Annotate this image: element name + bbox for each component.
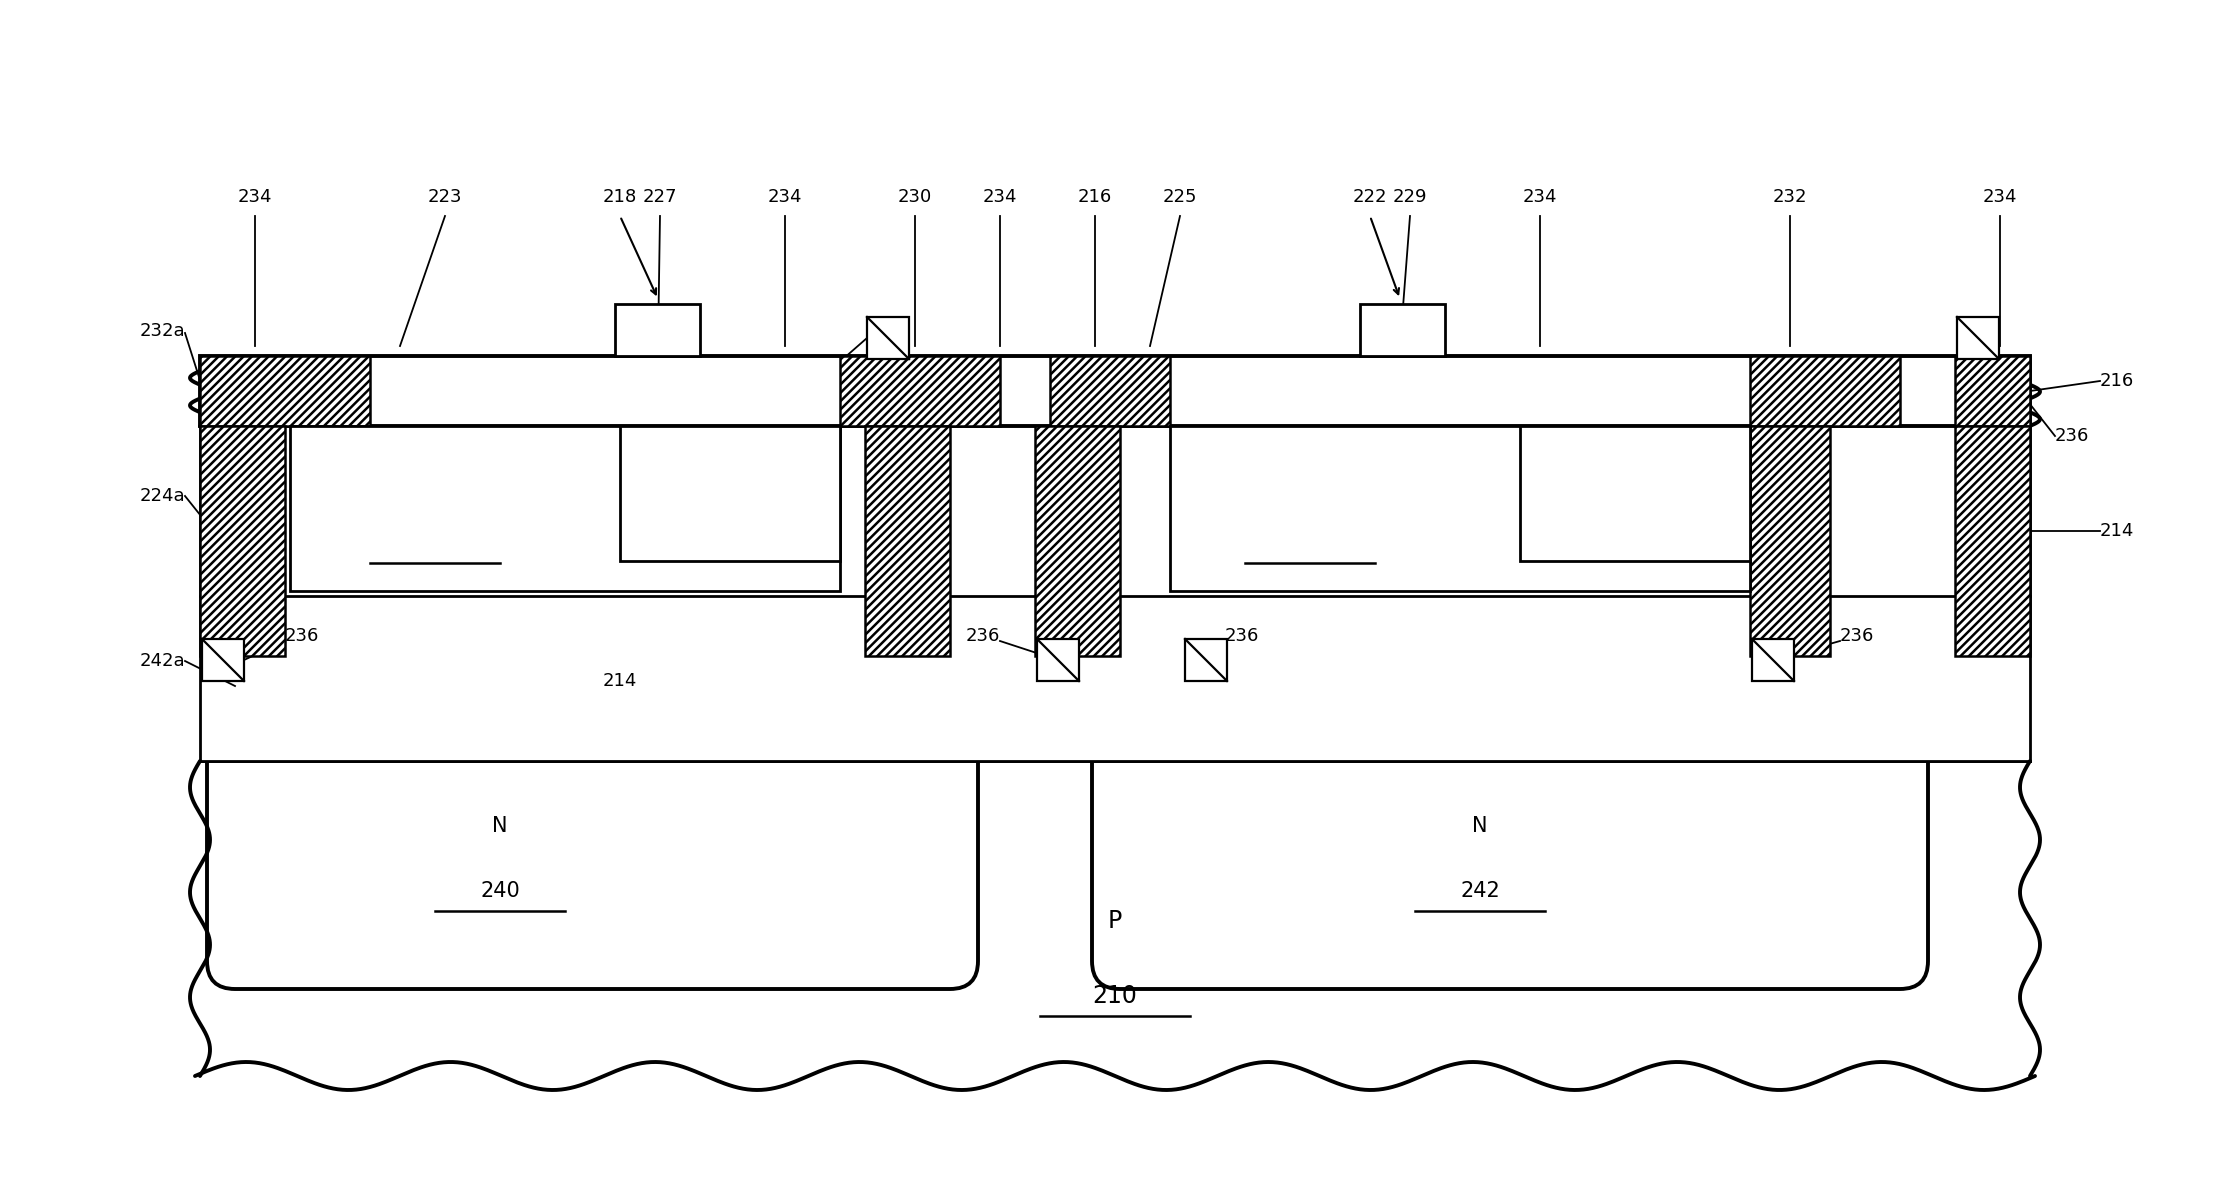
Text: 227: 227 <box>642 188 677 205</box>
Text: 234: 234 <box>983 188 1016 205</box>
Text: 214: 214 <box>2101 522 2134 540</box>
Text: 216: 216 <box>1078 188 1111 205</box>
Text: 234: 234 <box>237 188 272 205</box>
Bar <box>1359 304 1446 355</box>
Text: 232a: 232a <box>139 322 186 340</box>
Text: 236: 236 <box>1224 627 1260 645</box>
Text: N: N <box>492 816 507 836</box>
Text: 222: 222 <box>1353 188 1388 205</box>
Bar <box>1034 426 1120 655</box>
Bar <box>199 426 2030 761</box>
Bar <box>290 426 839 590</box>
Text: 226: 226 <box>669 389 702 406</box>
Text: 230: 230 <box>899 188 932 205</box>
Text: 223: 223 <box>427 188 463 205</box>
Text: 228: 228 <box>1539 389 1572 406</box>
Text: 232: 232 <box>1773 188 1807 205</box>
FancyBboxPatch shape <box>1092 733 1928 988</box>
Text: 220: 220 <box>416 534 454 553</box>
Bar <box>1169 426 1749 590</box>
Bar <box>199 426 286 655</box>
Text: 234: 234 <box>1523 188 1556 205</box>
Text: 218: 218 <box>602 188 638 205</box>
Text: 214: 214 <box>602 672 638 690</box>
Bar <box>1749 426 1831 655</box>
Text: 224: 224 <box>1291 534 1328 553</box>
Text: 214: 214 <box>1067 537 1103 555</box>
Text: N: N <box>1472 816 1488 836</box>
Text: 242: 242 <box>1459 881 1499 901</box>
Text: 236: 236 <box>286 627 319 645</box>
Bar <box>615 304 700 355</box>
Text: 229: 229 <box>1393 188 1428 205</box>
Text: 216: 216 <box>2101 372 2134 390</box>
Bar <box>839 355 1001 426</box>
Text: 236: 236 <box>2055 428 2090 445</box>
Bar <box>199 355 370 426</box>
Bar <box>1955 426 2030 655</box>
Bar <box>866 426 950 655</box>
Text: PBL: PBL <box>416 482 454 501</box>
Text: 224a: 224a <box>139 487 186 505</box>
Text: P: P <box>1107 909 1122 933</box>
Bar <box>868 317 910 359</box>
Bar <box>1049 355 1169 426</box>
Bar <box>1521 426 1749 561</box>
Text: NBL: NBL <box>1291 482 1328 501</box>
Bar <box>1184 639 1227 681</box>
Text: 234: 234 <box>1984 188 2017 205</box>
Bar <box>199 761 2030 1076</box>
Text: 236: 236 <box>1840 627 1875 645</box>
Bar <box>1955 355 2030 426</box>
Text: 240: 240 <box>480 881 520 901</box>
Bar <box>620 426 839 561</box>
Bar <box>1749 355 1900 426</box>
Text: 225: 225 <box>1162 188 1198 205</box>
Text: 236: 236 <box>720 428 755 445</box>
Text: 210: 210 <box>1092 984 1138 1009</box>
FancyBboxPatch shape <box>206 733 979 988</box>
Text: 236: 236 <box>965 627 1001 645</box>
Bar <box>1036 639 1078 681</box>
Bar <box>199 355 2030 426</box>
Text: 234: 234 <box>768 188 801 205</box>
Bar <box>1751 639 1793 681</box>
Bar <box>201 639 244 681</box>
Bar <box>1957 317 1999 359</box>
Text: 242a: 242a <box>139 652 186 670</box>
